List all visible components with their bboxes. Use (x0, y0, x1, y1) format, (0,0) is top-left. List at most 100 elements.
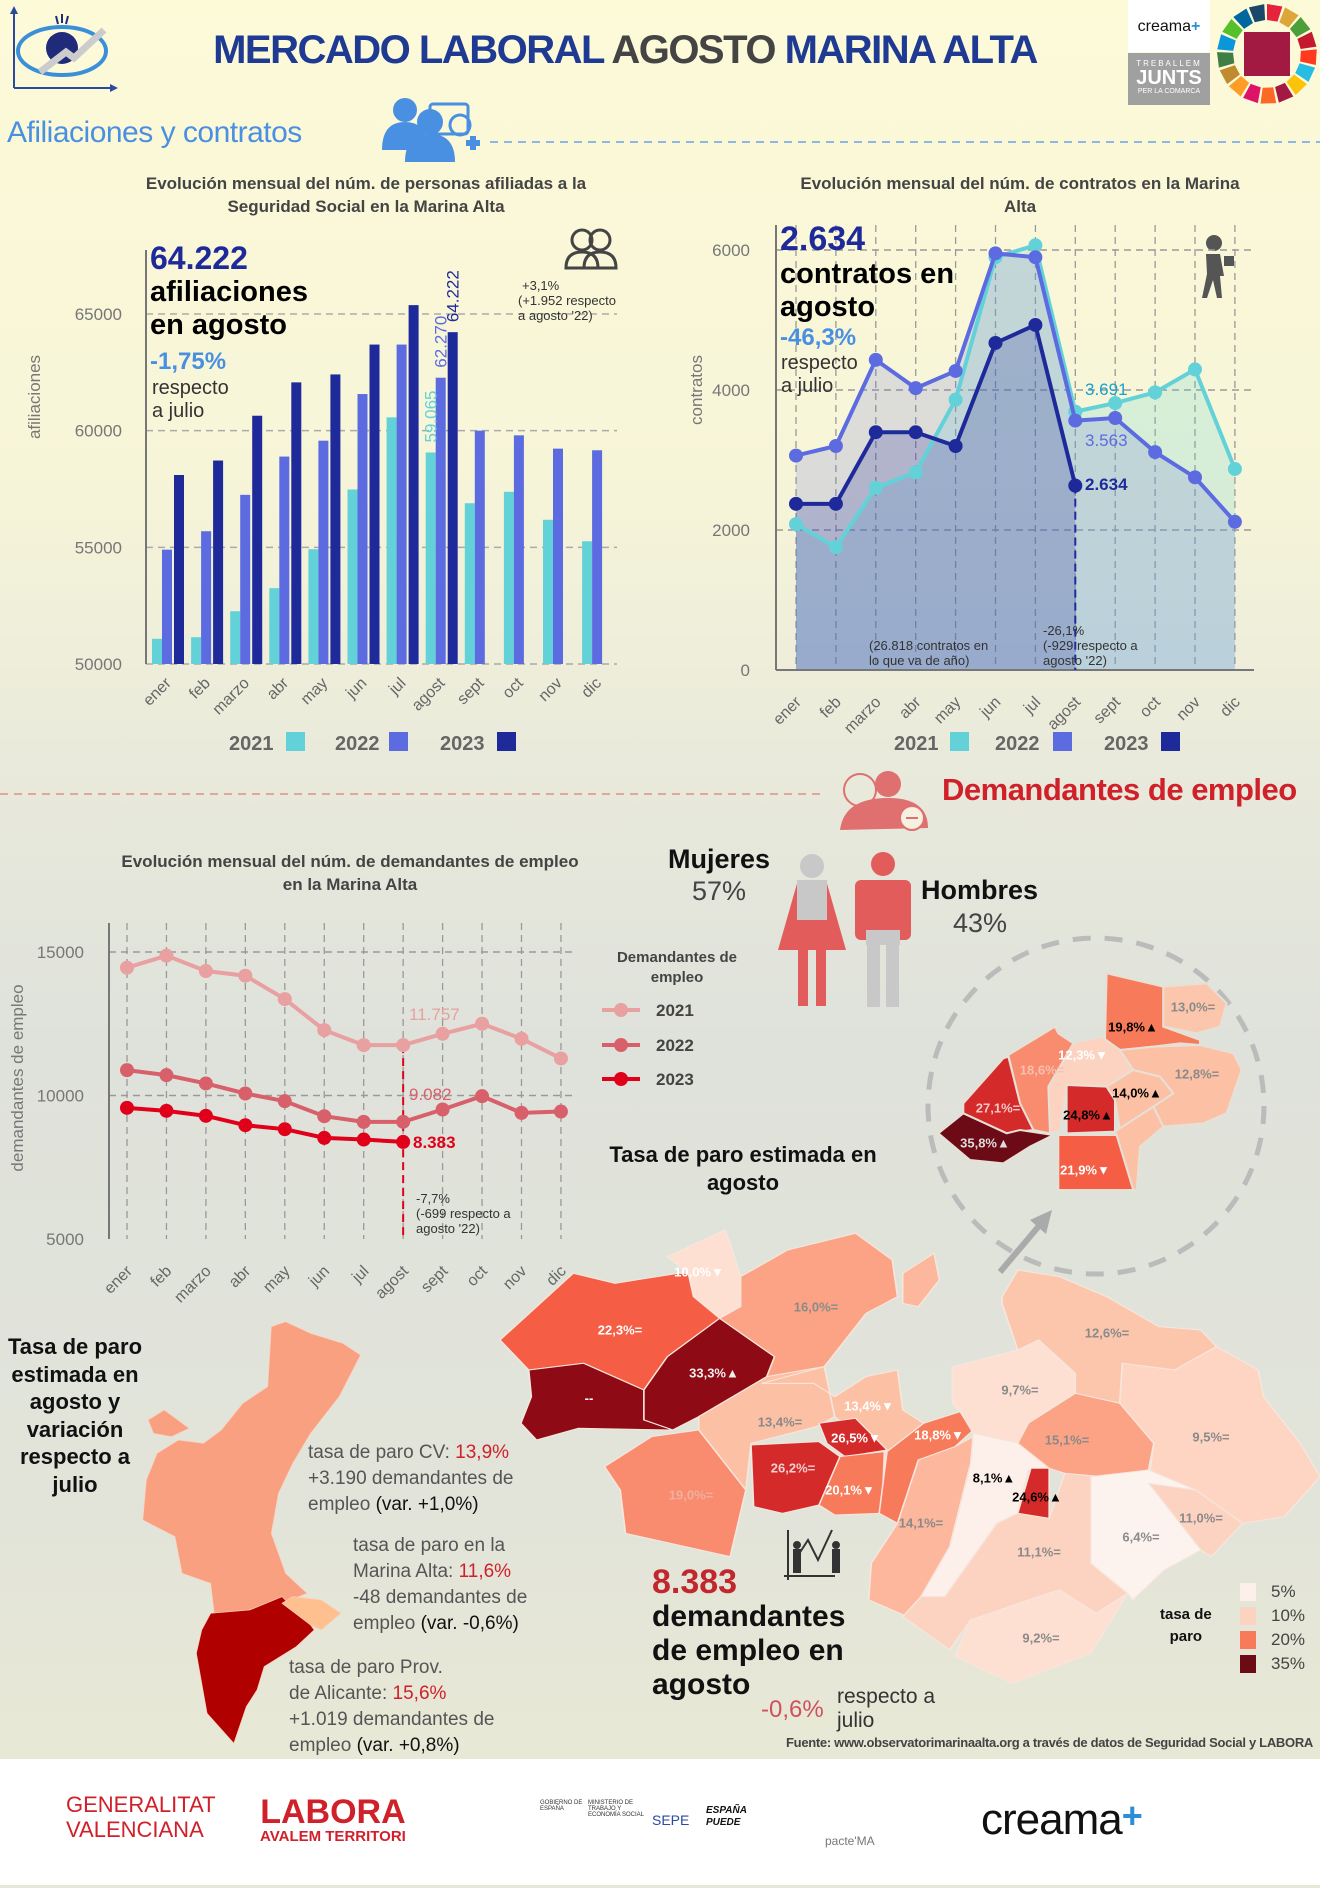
legend-swatch (286, 732, 305, 751)
district-rate-label: 21,9%▼ (1060, 1162, 1110, 1178)
bar-2022-agost (435, 377, 446, 664)
point-2021-sept (1108, 396, 1123, 411)
district (1105, 1068, 1175, 1132)
map-legend-label: 20% (1271, 1630, 1306, 1649)
legend-swatch (1240, 1631, 1256, 1649)
point-2021-feb (159, 948, 174, 963)
point-2021-jul (356, 1038, 371, 1053)
bar-2022-nov (553, 448, 563, 664)
bar-2021-ener (152, 638, 162, 664)
afiliaciones-change-label: respecto a julio (152, 377, 229, 422)
afiliaciones-chart-title: Evolución mensual del núm. de personas a… (145, 174, 587, 216)
x-tick-label: ener (770, 693, 805, 728)
line-2023 (796, 322, 1078, 506)
municipality (901, 1252, 941, 1308)
point-2022-may (948, 363, 963, 378)
point-2022-abr (908, 381, 923, 396)
gender-figures-icon (778, 852, 911, 1007)
bar-2023-may (330, 374, 341, 664)
point-2022-jul (1028, 250, 1043, 265)
x-tick-label: ener (101, 1262, 136, 1297)
people-icon (564, 228, 618, 270)
point-2022-abr (238, 1086, 253, 1101)
point-2023-ener (120, 1100, 134, 1115)
bar-2023-jul (408, 305, 419, 664)
y-tick-label: 60000 (75, 422, 122, 441)
point-2023-may (948, 439, 963, 453)
municipality-rate-label: 19,0%= (668, 1487, 714, 1503)
bar-2021-may (308, 549, 319, 664)
point-2022-jun (988, 246, 1003, 261)
legend-label: 2021 (229, 733, 274, 755)
district-rate-label: 35,8%▲ (960, 1135, 1010, 1151)
district-rate-label: 18,6%= (1019, 1062, 1065, 1078)
bar-2023-ener (174, 475, 184, 664)
total-demandantes-label: demandantes de empleo en agosto (652, 1600, 846, 1701)
point-value-label: 3.691 (1085, 380, 1128, 399)
bar-2022-dic (592, 450, 603, 664)
legend-swatch (1240, 1655, 1256, 1673)
bar-2021-dic (582, 541, 593, 664)
municipality (718, 1232, 899, 1378)
point-2022-marzo (868, 352, 883, 367)
bar-2021-oct (503, 491, 514, 664)
map-legend-swatches (1240, 1583, 1256, 1673)
y-tick-label: 4000 (712, 381, 750, 400)
point-2022-ener (120, 1063, 134, 1078)
point-2022-oct (1148, 445, 1163, 460)
x-tick-label: sept (454, 674, 488, 708)
point-2021-marzo (868, 480, 883, 495)
point-2022-agost (1068, 413, 1083, 428)
contratos-ytd-note: (26.818 contratos en lo que va de año) (869, 638, 989, 668)
demandantes-yoy-note: -7,7% (-699 respecto a agosto '22) (416, 1191, 511, 1236)
point-2022-feb (159, 1068, 174, 1083)
total-demandantes-change-label: respecto a julio (837, 1685, 936, 1732)
generalitat-valenciana-logo: GENERALITAT VALENCIANA (66, 1792, 216, 1842)
municipality-rate-label: 13,4%= (757, 1414, 803, 1430)
district-rate-label: 12,8%= (1174, 1066, 1220, 1082)
municipality-rate-label: 26,5%▼ (831, 1430, 881, 1446)
legend-label: 2022 (656, 1036, 694, 1055)
municipality-rate-label: 24,6%▲ (1012, 1489, 1062, 1505)
bar-value-label: 62.270 (432, 316, 451, 368)
municipality-rate-label: 10,0%▼ (674, 1264, 724, 1280)
point-2023-abr (908, 425, 923, 440)
x-tick-label: ener (140, 674, 175, 709)
cv-title-line: respecto a (19, 1444, 131, 1469)
district (936, 1112, 1057, 1165)
map-region-marina-alta (281, 1596, 342, 1631)
municipality-rate-label: 26,2%= (770, 1460, 816, 1476)
x-tick-label: nov (500, 1263, 530, 1293)
x-tick-label: marzo (171, 1263, 215, 1307)
men-percentage: 43% (953, 908, 1008, 938)
bar-2022-marzo (240, 494, 251, 664)
municipality (761, 1365, 925, 1453)
afiliaciones-yoy-note: +3,1% (+1.952 respecto a agosto '22) (518, 278, 616, 323)
zoom-circle (925, 935, 1267, 1277)
map-legend-label: 35% (1271, 1654, 1306, 1673)
demandantes-legend-title: Demandantes de empleo (616, 949, 738, 986)
municipality-rate-label: 18,8%▼ (914, 1427, 964, 1443)
point-2022-agost (396, 1114, 411, 1129)
municipality-rate-label: 20,1%▼ (825, 1482, 875, 1498)
point-2023-abr (238, 1118, 253, 1133)
map-legend-label: 10% (1271, 1606, 1306, 1625)
legend-swatch (389, 732, 408, 751)
point-2021-jun (317, 1023, 332, 1038)
point-2022-may (277, 1094, 292, 1109)
bar-2021-sept (464, 503, 475, 664)
x-tick-label: abr (264, 674, 293, 703)
district (1113, 1105, 1165, 1191)
bar-2022-feb (201, 531, 212, 664)
legend-label: 2023 (1104, 733, 1149, 755)
point-2022-dic (1227, 514, 1242, 529)
bar-value-label: 59.065 (422, 390, 441, 442)
job-seekers-icon (840, 771, 928, 831)
bar-2022-oct (513, 435, 524, 664)
x-tick-label: feb (817, 694, 845, 722)
contratos-highlight-value: 2.634 (780, 220, 866, 258)
y-tick-label: 5000 (46, 1230, 84, 1249)
demandantes-chart-title: Evolución mensual del núm. de demandante… (121, 852, 579, 894)
district-rate-label: 13,0%= (1170, 999, 1216, 1015)
contratos-monthly-change: -46,3% (780, 324, 857, 351)
